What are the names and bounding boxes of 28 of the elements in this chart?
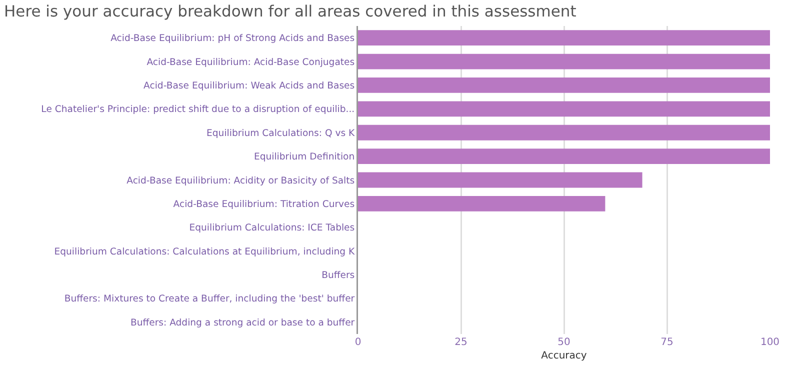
bar [358, 172, 642, 188]
bar [358, 78, 770, 93]
y-tick-label: Buffers [322, 270, 355, 282]
x-tick-label: 75 [660, 337, 674, 348]
x-tick-label: 100 [760, 337, 780, 348]
y-tick-label: Equilibrium Calculations: Q vs K [206, 128, 356, 139]
x-tick-label: 50 [558, 337, 570, 348]
y-tick-label: Le Chatelier's Principle: predict shift due to a disruption of equilib... [41, 104, 355, 116]
x-axis-title: Accuracy [541, 350, 587, 362]
y-tick-label: Acid-Base Equilibrium: Acidity or Basicity of Salts [126, 175, 355, 186]
bar [358, 196, 606, 212]
y-tick-label: Equilibrium Calculations: Calculations at Equilibrium, including K [54, 246, 356, 258]
bar [358, 101, 770, 117]
y-tick-label: Acid-Base Equilibrium: Acid-Base Conjugates [146, 56, 355, 68]
x-tick-label: 0 [354, 337, 362, 348]
bar [358, 124, 770, 140]
bar [358, 148, 770, 164]
y-tick-label: Buffers: Mixtures to Create a Buffer, including the 'best' buffer [64, 294, 355, 305]
y-tick-label: Equilibrium Definition [254, 152, 355, 163]
y-tick-label: Equilibrium Calculations: ICE Tables [189, 222, 355, 234]
chart-title: Here is your accuracy breakdown for all areas covered in this assessment [4, 2, 576, 20]
x-tick-label: 25 [454, 337, 468, 348]
y-tick-label: Buffers: Adding a strong acid or base to a buffer [130, 317, 355, 328]
bar [358, 54, 770, 70]
bar [358, 30, 770, 46]
y-tick-label: Acid-Base Equilibrium: pH of Strong Acids and Bases [110, 33, 355, 44]
y-tick-label: Acid-Base Equilibrium: Titration Curves [173, 198, 355, 210]
y-tick-label: Acid-Base Equilibrium: Weak Acids and Bases [144, 80, 355, 92]
